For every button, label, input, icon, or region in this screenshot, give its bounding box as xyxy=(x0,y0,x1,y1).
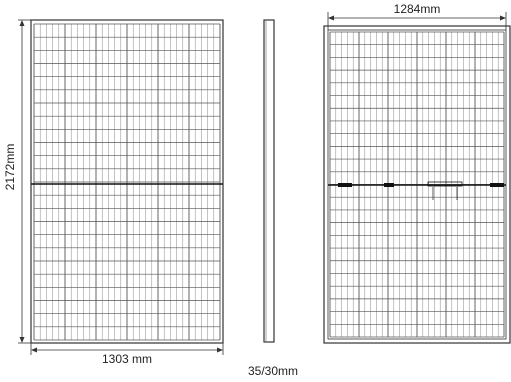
back-width-label: 1284mm xyxy=(394,2,441,16)
junction-box-left xyxy=(338,183,352,187)
back-width-dimension: 1284mm xyxy=(327,2,507,30)
side-view-panel: 35/30mm xyxy=(248,19,298,378)
side-panel-frame xyxy=(263,19,275,343)
junction-box-right xyxy=(490,183,504,187)
front-width-dimension: 1303 mm xyxy=(30,343,224,366)
front-width-label: 1303 mm xyxy=(102,352,152,366)
back-view-panel xyxy=(323,25,511,344)
front-view-panel xyxy=(30,19,224,344)
height-label: 2172mm xyxy=(3,144,17,191)
front-panel-cells xyxy=(33,23,221,341)
thickness-label: 35/30mm xyxy=(248,364,298,378)
height-dimension: 2172mm xyxy=(3,19,31,344)
cable-box xyxy=(427,181,463,187)
junction-box-middle xyxy=(384,183,394,187)
